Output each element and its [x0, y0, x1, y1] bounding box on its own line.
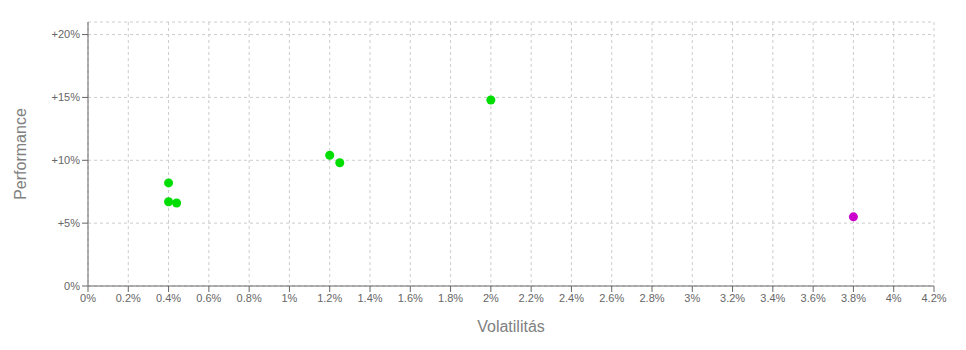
svg-text:0%: 0% — [64, 280, 80, 292]
svg-text:+20%: +20% — [52, 28, 81, 40]
svg-text:2.4%: 2.4% — [559, 292, 584, 304]
svg-text:0.2%: 0.2% — [116, 292, 141, 304]
svg-text:3.2%: 3.2% — [720, 292, 745, 304]
svg-text:+5%: +5% — [58, 217, 81, 229]
svg-text:1.6%: 1.6% — [398, 292, 423, 304]
svg-text:3.8%: 3.8% — [841, 292, 866, 304]
svg-text:+10%: +10% — [52, 154, 81, 166]
svg-text:4.2%: 4.2% — [921, 292, 946, 304]
svg-text:2%: 2% — [483, 292, 499, 304]
svg-text:Performance: Performance — [12, 108, 29, 200]
svg-text:+15%: +15% — [52, 91, 81, 103]
svg-text:3%: 3% — [684, 292, 700, 304]
svg-text:0.6%: 0.6% — [196, 292, 221, 304]
svg-text:0.4%: 0.4% — [156, 292, 181, 304]
svg-text:4%: 4% — [886, 292, 902, 304]
svg-text:2.8%: 2.8% — [639, 292, 664, 304]
svg-text:1.4%: 1.4% — [357, 292, 382, 304]
svg-text:2.6%: 2.6% — [599, 292, 624, 304]
svg-text:1%: 1% — [281, 292, 297, 304]
svg-text:3.4%: 3.4% — [760, 292, 785, 304]
svg-text:0.8%: 0.8% — [237, 292, 262, 304]
svg-text:3.6%: 3.6% — [801, 292, 826, 304]
svg-text:Volatilitás: Volatilitás — [477, 318, 545, 335]
svg-text:0%: 0% — [80, 292, 96, 304]
svg-text:2.2%: 2.2% — [519, 292, 544, 304]
svg-text:1.8%: 1.8% — [438, 292, 463, 304]
svg-text:1.2%: 1.2% — [317, 292, 342, 304]
